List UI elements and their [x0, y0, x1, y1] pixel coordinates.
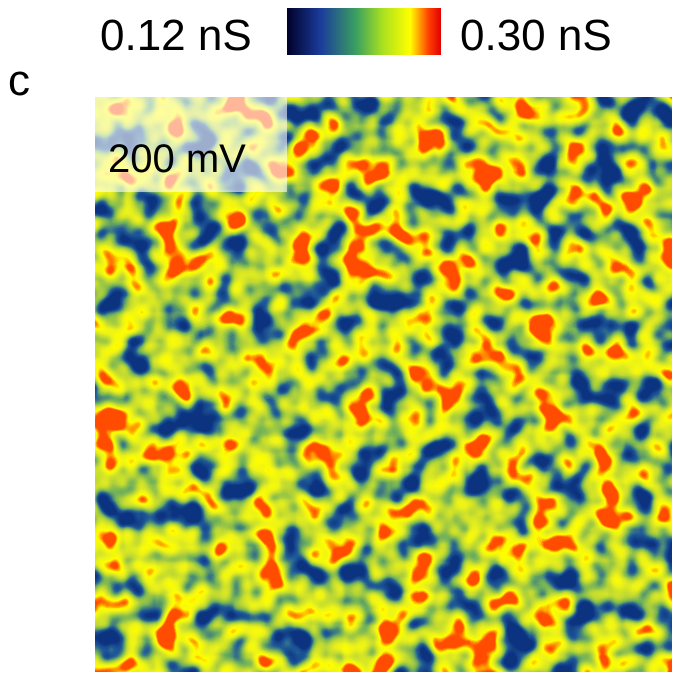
inset-label-box: [95, 97, 287, 192]
panel-label: c: [8, 56, 30, 105]
colorbar-max-label: 0.30 nS: [460, 11, 612, 60]
conductance-map: [95, 97, 672, 672]
colorbar: [287, 8, 441, 55]
colorbar-min-label: 0.12 nS: [100, 11, 252, 60]
inset-label: 200 mV: [108, 137, 246, 181]
